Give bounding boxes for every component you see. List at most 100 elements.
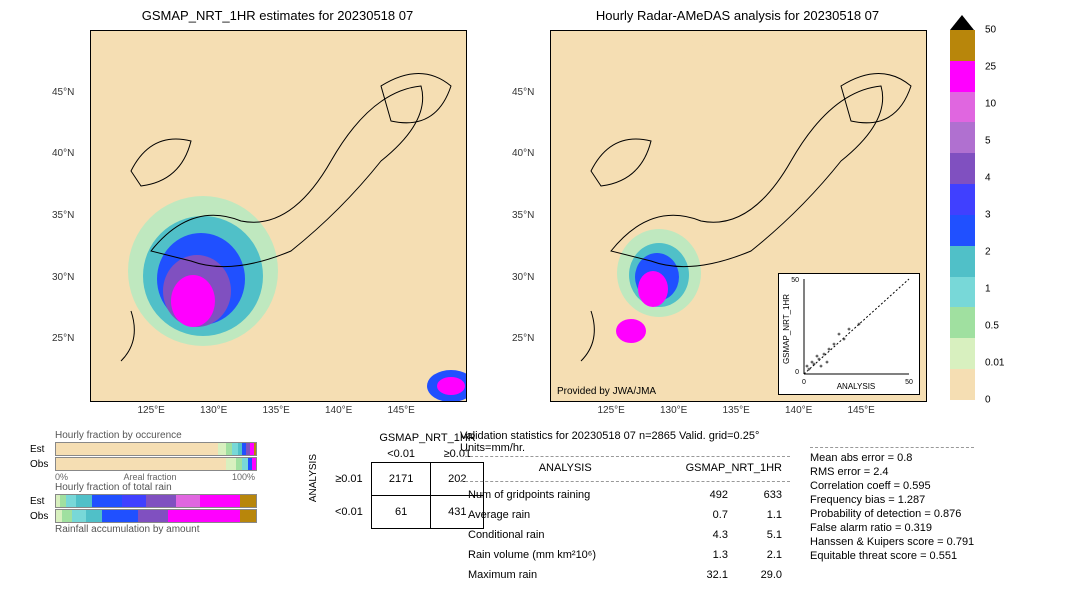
stats-header: Validation statistics for 20230518 07 n=… <box>460 430 790 457</box>
bar-seg <box>92 495 122 507</box>
bar-label: Obs <box>30 511 55 522</box>
stats-row: Average rain0.71.1 <box>462 506 788 524</box>
colorbar-cap-icon <box>950 15 974 30</box>
stats-row: Num of gridpoints raining492633 <box>462 486 788 504</box>
bar-seg <box>122 495 146 507</box>
colorbar-label: 0 <box>985 395 991 406</box>
y-tick: 25°N <box>512 333 534 344</box>
colorbar-label: 25 <box>985 62 996 73</box>
map2-title: Hourly Radar-AMeDAS analysis for 2023051… <box>550 8 925 23</box>
y-tick: 25°N <box>52 333 74 344</box>
x-tick: 145°E <box>388 405 415 416</box>
bar-seg <box>62 510 72 522</box>
bars-title1: Hourly fraction by occurence <box>55 430 280 441</box>
stats-row: Rain volume (mm km²10⁶)1.32.1 <box>462 546 788 564</box>
bar-seg <box>176 495 200 507</box>
bar-seg <box>168 510 240 522</box>
bar-seg <box>138 510 168 522</box>
bar-seg <box>254 443 256 455</box>
colorbar-label: 10 <box>985 99 996 110</box>
stats-row: Maximum rain32.129.0 <box>462 566 788 584</box>
bar-seg <box>200 495 240 507</box>
cont-cell: 61 <box>371 496 431 529</box>
bar-seg <box>252 458 256 470</box>
colorbar-label: 0.5 <box>985 321 999 332</box>
svg-text:50: 50 <box>791 277 799 284</box>
y-tick: 35°N <box>512 210 534 221</box>
contingency-table: ANALYSIS GSMAP_NRT_1HR <0.01 ≥0.01 ≥0.01… <box>300 430 484 529</box>
bar-seg <box>76 495 92 507</box>
svg-text:0: 0 <box>802 379 806 386</box>
bar-seg <box>66 495 76 507</box>
x-tick: 140°E <box>785 405 812 416</box>
bar-label: Est <box>30 496 55 507</box>
y-tick: 40°N <box>512 148 534 159</box>
bar-seg <box>218 443 226 455</box>
bar-seg <box>56 443 218 455</box>
bar-label: Est <box>30 444 55 455</box>
bar-seg <box>56 458 226 470</box>
colorbar-label: 5 <box>985 136 991 147</box>
colorbar-seg <box>950 184 975 215</box>
x-tick: 130°E <box>660 405 687 416</box>
colorbar-seg <box>950 92 975 123</box>
y-tick: 40°N <box>52 148 74 159</box>
colorbar-seg <box>950 153 975 184</box>
y-tick: 35°N <box>52 210 74 221</box>
colorbar-seg <box>950 338 975 369</box>
metrics: Mean abs error = 0.8RMS error = 2.4Corre… <box>810 445 974 564</box>
svg-text:0: 0 <box>795 369 799 376</box>
colorbar-seg <box>950 246 975 277</box>
map-gsmap <box>90 30 467 402</box>
map2-attribution: Provided by JWA/JMA <box>557 386 656 397</box>
colorbar <box>950 30 975 400</box>
map-radar: Provided by JWA/JMA ANALYSIS GSMAP_NRT_1… <box>550 30 927 402</box>
metric-row: Hanssen & Kuipers score = 0.791 <box>810 536 974 548</box>
bar-seg <box>240 495 256 507</box>
inset-scatter: ANALYSIS GSMAP_NRT_1HR 0 50 50 0 <box>778 273 920 395</box>
bar-row: Est <box>30 442 280 456</box>
x-tick: 130°E <box>200 405 227 416</box>
inset-xlabel: ANALYSIS <box>837 382 876 391</box>
bar-seg <box>146 495 176 507</box>
y-tick: 30°N <box>52 272 74 283</box>
inset-ylabel: GSMAP_NRT_1HR <box>782 294 791 364</box>
stacked-bars: Hourly fraction by occurence EstObs 0%Ar… <box>30 430 280 535</box>
x-tick: 145°E <box>848 405 875 416</box>
y-tick: 45°N <box>512 87 534 98</box>
colorbar-seg <box>950 307 975 338</box>
bar-seg <box>226 458 236 470</box>
stacked-bar <box>55 509 257 523</box>
y-tick: 45°N <box>52 87 74 98</box>
colorbar-seg <box>950 30 975 61</box>
bar-seg <box>240 510 256 522</box>
bars-title3: Rainfall accumulation by amount <box>55 524 280 535</box>
colorbar-seg <box>950 215 975 246</box>
metric-row: Correlation coeff = 0.595 <box>810 480 974 492</box>
colorbar-label: 2 <box>985 247 991 258</box>
bar-seg <box>72 510 86 522</box>
bar-seg <box>102 510 138 522</box>
stacked-bar <box>55 457 257 471</box>
metric-row: Equitable threat score = 0.551 <box>810 550 974 562</box>
metric-row: RMS error = 2.4 <box>810 466 974 478</box>
colorbar-seg <box>950 61 975 92</box>
bar-label: Obs <box>30 459 55 470</box>
metric-row: Probability of detection = 0.876 <box>810 508 974 520</box>
colorbar-label: 1 <box>985 284 991 295</box>
x-tick: 135°E <box>263 405 290 416</box>
metric-row: False alarm ratio = 0.319 <box>810 522 974 534</box>
stats-row: Conditional rain4.35.1 <box>462 526 788 544</box>
bar-row: Est <box>30 494 280 508</box>
colorbar-seg <box>950 369 975 400</box>
bars-title2: Hourly fraction of total rain <box>55 482 280 493</box>
stacked-bar <box>55 442 257 456</box>
stacked-bar <box>55 494 257 508</box>
svg-text:50: 50 <box>905 379 913 386</box>
metric-row: Frequency bias = 1.287 <box>810 494 974 506</box>
bar-row: Obs <box>30 457 280 471</box>
y-tick: 30°N <box>512 272 534 283</box>
x-tick: 125°E <box>598 405 625 416</box>
colorbar-label: 0.01 <box>985 358 1004 369</box>
stats-table: Validation statistics for 20230518 07 n=… <box>460 430 790 586</box>
